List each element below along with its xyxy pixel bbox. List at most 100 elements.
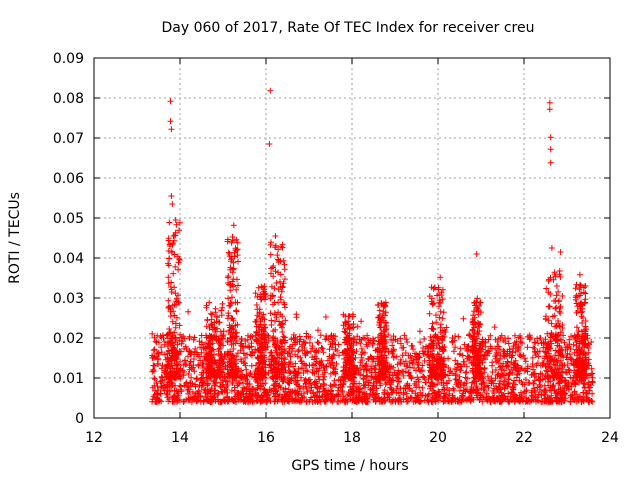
data-point — [576, 271, 583, 278]
data-point — [484, 397, 491, 404]
data-point — [166, 347, 172, 354]
data-point — [449, 394, 456, 401]
data-point — [236, 379, 243, 386]
data-point — [581, 341, 588, 348]
data-point — [254, 346, 261, 353]
data-point — [381, 391, 388, 398]
data-point — [456, 387, 463, 394]
data-point — [408, 388, 415, 395]
data-point — [257, 383, 264, 390]
data-point — [528, 371, 535, 378]
data-point — [298, 365, 305, 372]
data-point — [555, 288, 562, 295]
data-point — [230, 346, 237, 352]
data-point — [320, 380, 327, 387]
data-point — [412, 353, 419, 360]
data-point — [568, 383, 575, 390]
data-point — [417, 398, 424, 405]
data-point — [531, 370, 538, 377]
data-point — [172, 298, 179, 305]
data-point — [419, 384, 426, 391]
y-tick-label: 0 — [75, 411, 84, 427]
data-point — [441, 327, 448, 334]
data-point — [421, 336, 428, 342]
data-point — [243, 366, 250, 373]
data-point — [217, 328, 224, 335]
data-point — [323, 335, 330, 342]
data-point — [255, 365, 262, 372]
data-point — [287, 369, 294, 376]
data-point — [273, 280, 280, 286]
data-point — [169, 394, 176, 401]
data-point — [170, 270, 177, 277]
data-point — [335, 391, 342, 398]
data-point — [211, 380, 218, 387]
data-point — [362, 378, 369, 385]
data-point — [498, 370, 504, 377]
data-point — [233, 307, 240, 314]
data-point — [234, 321, 241, 328]
data-point — [168, 380, 175, 387]
data-point — [517, 333, 524, 339]
data-point — [548, 245, 555, 251]
data-point — [437, 274, 444, 281]
data-point — [462, 396, 469, 403]
data-point — [289, 348, 296, 354]
data-point — [195, 396, 201, 403]
data-point — [534, 335, 541, 342]
data-point — [199, 360, 206, 367]
data-point — [541, 387, 547, 394]
data-point — [197, 344, 203, 351]
data-point — [377, 340, 383, 347]
data-point — [155, 339, 162, 346]
data-point — [155, 349, 162, 356]
data-point — [205, 391, 212, 397]
data-point — [176, 255, 183, 262]
x-tick-label: 16 — [257, 430, 275, 446]
data-point — [553, 292, 560, 299]
data-point — [151, 334, 158, 341]
data-point — [360, 334, 367, 341]
data-point — [297, 354, 304, 361]
data-point — [438, 363, 444, 369]
data-point — [258, 339, 265, 346]
data-point — [517, 366, 524, 373]
data-point — [175, 397, 182, 404]
data-point — [431, 284, 438, 291]
data-point — [376, 307, 383, 314]
data-point — [214, 396, 221, 403]
data-point — [330, 362, 337, 369]
data-point — [575, 328, 582, 334]
data-point — [474, 295, 481, 302]
data-point — [261, 321, 268, 328]
data-point — [314, 339, 321, 346]
data-point — [367, 337, 374, 344]
data-point — [486, 377, 492, 384]
data-point — [270, 263, 277, 269]
data-point — [446, 387, 453, 394]
data-point — [268, 317, 275, 324]
data-point — [510, 395, 517, 402]
data-point — [300, 384, 307, 391]
data-point — [580, 370, 587, 376]
data-point — [374, 390, 380, 397]
y-tick-label: 0.07 — [53, 131, 84, 147]
data-point — [540, 360, 547, 367]
data-point — [178, 334, 185, 341]
data-point — [543, 398, 550, 405]
data-point — [177, 331, 184, 338]
data-point — [389, 398, 396, 405]
data-point — [451, 337, 457, 344]
data-point — [215, 338, 222, 345]
data-point — [318, 344, 325, 351]
data-point — [487, 399, 494, 405]
data-point — [228, 329, 235, 336]
data-point — [473, 378, 480, 385]
data-point — [550, 368, 557, 375]
data-point — [504, 359, 511, 366]
data-point — [548, 320, 555, 327]
data-point — [457, 345, 464, 352]
data-point — [449, 370, 455, 377]
data-point — [509, 369, 516, 376]
data-point — [267, 241, 274, 248]
